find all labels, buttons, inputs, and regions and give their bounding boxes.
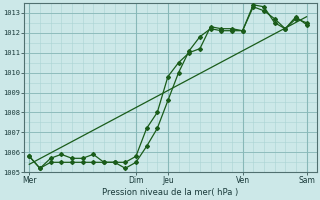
X-axis label: Pression niveau de la mer( hPa ): Pression niveau de la mer( hPa ): [102, 188, 239, 197]
